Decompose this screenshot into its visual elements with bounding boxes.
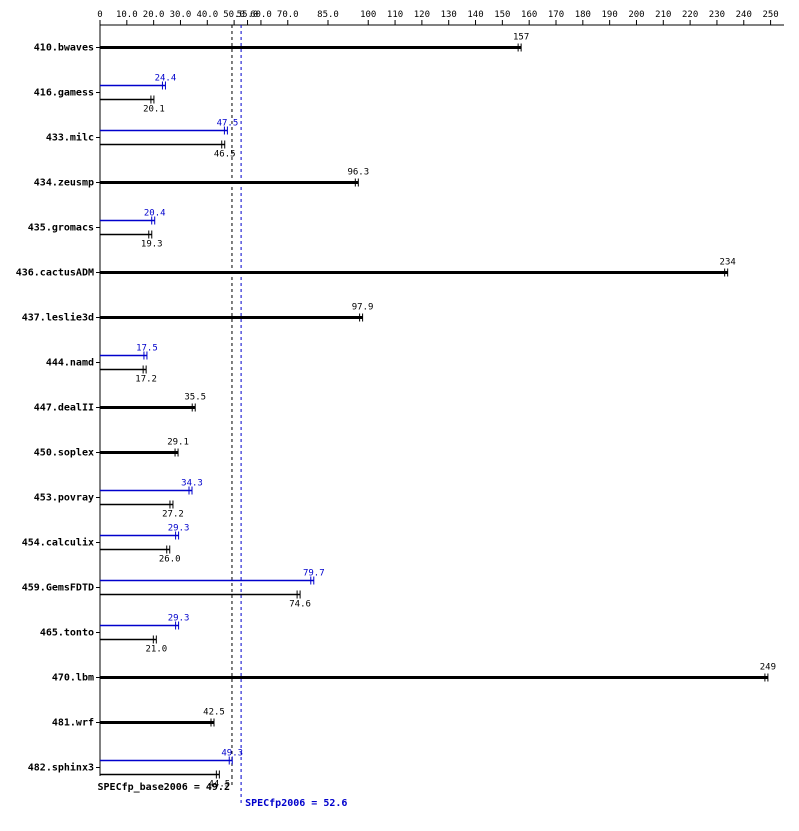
- benchmark-label: 482.sphinx3: [28, 762, 94, 774]
- svg-text:29.3: 29.3: [168, 614, 190, 624]
- svg-text:230: 230: [709, 10, 725, 20]
- ref-base-label: SPECfp_base2006 = 49.2: [98, 782, 230, 793]
- svg-text:49.3: 49.3: [221, 749, 243, 759]
- benchmark-label: 470.lbm: [52, 673, 94, 684]
- benchmark-label: 481.wrf: [52, 718, 94, 729]
- svg-text:24.4: 24.4: [155, 74, 177, 84]
- svg-text:97.9: 97.9: [352, 303, 374, 313]
- benchmark-label: 454.calculix: [22, 537, 94, 549]
- svg-text:120: 120: [414, 10, 430, 20]
- svg-text:0: 0: [97, 10, 102, 20]
- svg-text:20.0: 20.0: [143, 10, 165, 20]
- svg-text:26.0: 26.0: [159, 555, 181, 565]
- svg-text:29.1: 29.1: [167, 438, 189, 448]
- svg-text:30.0: 30.0: [170, 10, 192, 20]
- svg-text:210: 210: [655, 10, 671, 20]
- svg-text:42.5: 42.5: [203, 708, 225, 718]
- svg-text:220: 220: [682, 10, 698, 20]
- svg-text:40.0: 40.0: [196, 10, 218, 20]
- benchmark-label: 416.gamess: [34, 88, 94, 99]
- svg-text:96.3: 96.3: [347, 168, 369, 178]
- svg-text:130: 130: [441, 10, 457, 20]
- svg-text:29.3: 29.3: [168, 524, 190, 534]
- svg-text:70.0: 70.0: [277, 10, 299, 20]
- benchmark-label: 437.leslie3d: [22, 312, 94, 324]
- benchmark-label: 465.tonto: [40, 628, 94, 639]
- benchmark-label: 459.GemsFDTD: [22, 583, 94, 594]
- benchmark-label: 434.zeusmp: [34, 178, 94, 189]
- svg-text:170: 170: [548, 10, 564, 20]
- svg-text:160: 160: [521, 10, 537, 20]
- svg-text:20.1: 20.1: [143, 105, 165, 115]
- benchmark-label: 447.dealII: [34, 403, 94, 414]
- svg-text:17.2: 17.2: [135, 375, 157, 385]
- benchmark-label: 450.soplex: [34, 448, 94, 459]
- svg-text:250: 250: [762, 10, 778, 20]
- svg-text:10.0: 10.0: [116, 10, 138, 20]
- benchmark-label: 410.bwaves: [34, 43, 94, 54]
- benchmark-label: 433.milc: [46, 132, 94, 144]
- svg-text:17.5: 17.5: [136, 344, 158, 354]
- svg-text:234: 234: [720, 258, 736, 268]
- svg-text:35.5: 35.5: [184, 393, 206, 403]
- svg-text:200: 200: [628, 10, 644, 20]
- svg-text:19.3: 19.3: [141, 240, 163, 250]
- svg-text:180: 180: [575, 10, 591, 20]
- benchmark-label: 435.gromacs: [28, 223, 94, 234]
- benchmark-label: 444.namd: [46, 358, 94, 369]
- svg-text:150: 150: [494, 10, 510, 20]
- svg-text:157: 157: [513, 33, 529, 43]
- svg-text:34.3: 34.3: [181, 479, 203, 489]
- svg-text:100: 100: [360, 10, 376, 20]
- ref-peak-label: SPECfp2006 = 52.6: [245, 798, 347, 809]
- svg-text:46.5: 46.5: [214, 150, 236, 160]
- spec-benchmark-chart: 010.020.030.040.050.055.060.070.085.0100…: [0, 0, 799, 831]
- svg-text:74.6: 74.6: [289, 600, 311, 610]
- svg-text:47.5: 47.5: [217, 119, 239, 129]
- benchmark-label: 453.povray: [34, 493, 94, 504]
- svg-text:110: 110: [387, 10, 403, 20]
- svg-text:140: 140: [467, 10, 483, 20]
- svg-text:249: 249: [760, 663, 776, 673]
- benchmark-label: 436.cactusADM: [16, 268, 94, 279]
- svg-text:79.7: 79.7: [303, 569, 325, 579]
- svg-text:85.0: 85.0: [317, 10, 339, 20]
- svg-text:20.4: 20.4: [144, 209, 166, 219]
- svg-text:240: 240: [736, 10, 752, 20]
- svg-text:27.2: 27.2: [162, 510, 184, 520]
- svg-text:60.0: 60.0: [250, 10, 272, 20]
- svg-text:21.0: 21.0: [145, 645, 167, 655]
- svg-text:190: 190: [602, 10, 618, 20]
